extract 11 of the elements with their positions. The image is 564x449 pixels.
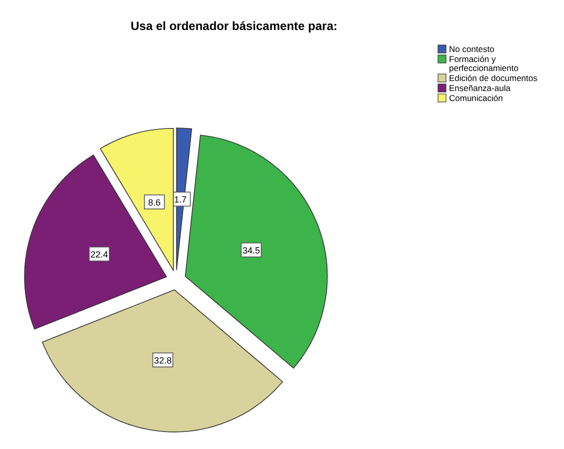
data-label: 1.7 — [174, 194, 187, 205]
legend-label: Comunicación — [449, 93, 504, 103]
data-label: 8.6 — [148, 197, 161, 208]
data-label: 32.8 — [154, 355, 172, 366]
legend-label: Formación y perfeccionamiento — [449, 54, 519, 73]
legend-label: No contesto — [449, 44, 495, 54]
data-label: 34.5 — [242, 245, 260, 256]
legend-label: Enseñanza-aula — [449, 83, 511, 93]
chart-title: Usa el ordenador básicamente para: — [130, 19, 338, 33]
data-label: 22.4 — [90, 250, 108, 260]
legend-label: Edición de documentos — [449, 73, 538, 83]
